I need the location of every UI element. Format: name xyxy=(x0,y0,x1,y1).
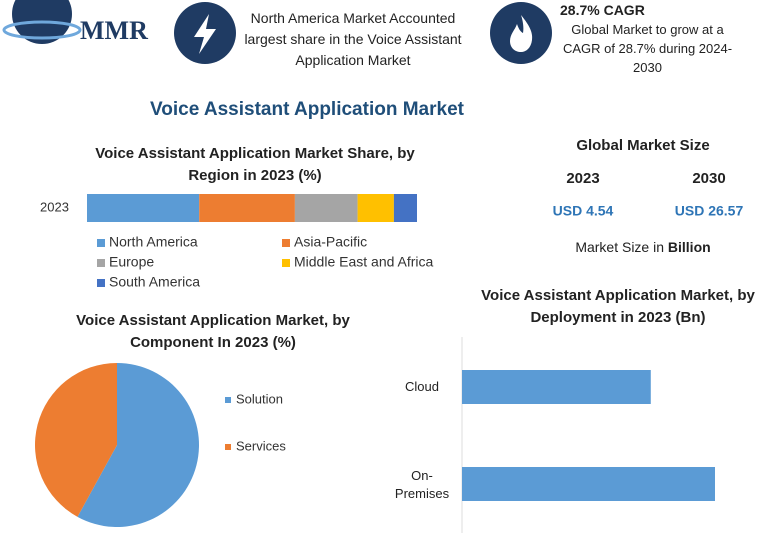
cagr-title: 28.7% CAGR xyxy=(560,2,645,18)
legend-label: North America xyxy=(109,234,198,250)
flame xyxy=(510,15,533,52)
bar-segment xyxy=(199,194,295,222)
category-label: On-Premises xyxy=(394,468,450,501)
size-title: Global Market Size xyxy=(576,137,710,154)
main-title: Voice Assistant Application Market xyxy=(150,99,464,120)
legend-swatch xyxy=(97,259,105,267)
bar xyxy=(462,467,715,501)
legend-swatch xyxy=(225,397,231,403)
bar-segment xyxy=(294,194,358,222)
legend-label: Services xyxy=(236,438,286,453)
pie-slice xyxy=(35,363,117,517)
bar-segment xyxy=(357,194,394,222)
legend-swatch xyxy=(282,239,290,247)
logo-ring xyxy=(2,20,82,40)
legend-swatch xyxy=(97,279,105,287)
size-note: Market Size in Billion xyxy=(533,239,753,255)
chart-title: Voice Assistant Application Market, by C… xyxy=(76,312,350,351)
chart-title: Voice Assistant Application Market, by D… xyxy=(481,287,755,326)
size-value: USD 4.54 xyxy=(553,203,614,219)
legend-swatch xyxy=(282,259,290,267)
legend-swatch xyxy=(97,239,105,247)
legend-label: Middle East and Africa xyxy=(294,254,434,270)
category-label: 2023 xyxy=(40,199,69,214)
note: Market Size in xyxy=(575,239,665,255)
size-year: 2030 xyxy=(692,170,725,187)
size-value: USD 26.57 xyxy=(675,203,744,219)
chart-title: Voice Assistant Application Market Share… xyxy=(95,145,415,184)
category-label: Cloud xyxy=(405,379,439,394)
legend-label: Asia-Pacific xyxy=(294,234,367,250)
bar-segment xyxy=(393,194,417,222)
cagr-text: Global Market to grow at a CAGR of 28.7%… xyxy=(562,22,733,75)
logo-text: MMR xyxy=(80,16,148,45)
bar-segment xyxy=(87,194,200,222)
legend-label: Solution xyxy=(236,391,283,406)
bolt xyxy=(194,14,216,54)
legend-label: Europe xyxy=(109,254,154,270)
size-year: 2023 xyxy=(566,170,599,187)
legend-label: South America xyxy=(109,274,200,290)
bar xyxy=(462,370,651,404)
note-unit: Billion xyxy=(667,239,711,255)
fact-text: North America Market Accounted largest s… xyxy=(244,10,462,68)
pie-slice xyxy=(77,363,199,527)
legend-swatch xyxy=(225,444,231,450)
